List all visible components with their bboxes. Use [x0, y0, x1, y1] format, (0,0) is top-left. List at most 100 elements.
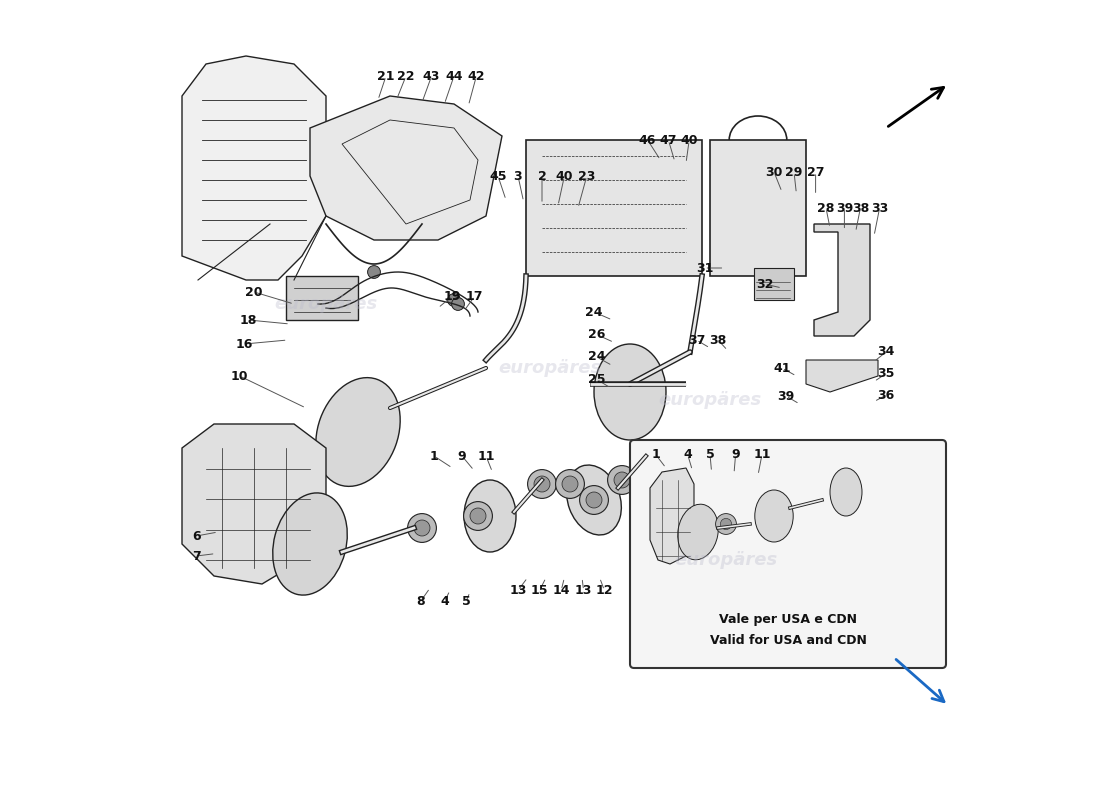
Circle shape [528, 470, 557, 498]
Text: 1: 1 [651, 448, 660, 461]
Circle shape [720, 518, 732, 530]
Text: 3: 3 [514, 170, 522, 182]
Polygon shape [310, 96, 502, 240]
Text: europäres: europäres [274, 295, 377, 313]
Text: 35: 35 [878, 367, 894, 380]
Circle shape [367, 266, 381, 278]
Circle shape [534, 476, 550, 492]
Text: 7: 7 [192, 550, 201, 562]
Text: 40: 40 [681, 134, 698, 146]
Text: 22: 22 [397, 70, 415, 82]
Text: 24: 24 [585, 306, 603, 318]
Circle shape [716, 514, 736, 534]
Text: europäres: europäres [498, 359, 602, 377]
Text: 37: 37 [688, 334, 705, 346]
Polygon shape [650, 468, 694, 564]
Text: 9: 9 [458, 450, 466, 462]
Text: 40: 40 [556, 170, 573, 182]
Ellipse shape [566, 465, 621, 535]
Polygon shape [182, 56, 326, 280]
Circle shape [614, 472, 630, 488]
Text: 47: 47 [660, 134, 678, 146]
Circle shape [414, 520, 430, 536]
Text: 29: 29 [785, 166, 803, 178]
Text: 4: 4 [683, 448, 692, 461]
Text: 18: 18 [240, 314, 257, 326]
Text: 6: 6 [192, 530, 200, 542]
Text: 25: 25 [587, 373, 605, 386]
Text: 13: 13 [509, 584, 527, 597]
Text: 46: 46 [639, 134, 657, 146]
Text: 5: 5 [462, 595, 471, 608]
Text: 5: 5 [705, 448, 714, 461]
Polygon shape [806, 360, 878, 392]
Text: 23: 23 [579, 170, 595, 182]
Text: 13: 13 [575, 584, 592, 597]
Circle shape [408, 514, 437, 542]
Circle shape [638, 448, 654, 464]
Circle shape [586, 492, 602, 508]
Text: 38: 38 [710, 334, 727, 346]
Text: 14: 14 [552, 584, 570, 597]
Polygon shape [814, 224, 870, 336]
Text: 21: 21 [377, 70, 395, 82]
Text: 19: 19 [443, 290, 461, 302]
Text: 30: 30 [766, 166, 783, 178]
Polygon shape [182, 424, 326, 584]
Ellipse shape [464, 480, 516, 552]
Circle shape [607, 466, 637, 494]
Text: Vale per USA e CDN: Vale per USA e CDN [719, 614, 857, 626]
Text: 8: 8 [416, 595, 425, 608]
Circle shape [463, 502, 493, 530]
Text: 41: 41 [773, 362, 791, 374]
Text: 33: 33 [871, 202, 888, 214]
Bar [754, 268, 794, 300]
Text: 31: 31 [695, 262, 713, 274]
Ellipse shape [678, 504, 718, 560]
Text: 15: 15 [531, 584, 548, 597]
Text: 20: 20 [245, 286, 263, 298]
Circle shape [470, 508, 486, 524]
Text: 16: 16 [235, 338, 253, 350]
Ellipse shape [594, 344, 666, 440]
Bar [526, 140, 702, 276]
Text: 34: 34 [878, 346, 894, 358]
Text: Valid for USA and CDN: Valid for USA and CDN [710, 634, 867, 646]
Text: 9: 9 [732, 448, 740, 461]
Text: 43: 43 [422, 70, 440, 82]
Text: 4: 4 [440, 595, 449, 608]
Text: 42: 42 [468, 70, 485, 82]
Text: europäres: europäres [674, 551, 778, 569]
Ellipse shape [830, 468, 862, 516]
Bar [286, 276, 358, 320]
FancyBboxPatch shape [630, 440, 946, 668]
Circle shape [562, 476, 578, 492]
Text: 12: 12 [596, 584, 613, 597]
Text: 44: 44 [446, 70, 463, 82]
Ellipse shape [755, 490, 793, 542]
Circle shape [580, 486, 608, 514]
Text: 11: 11 [477, 450, 495, 462]
Bar [710, 140, 806, 276]
Circle shape [631, 442, 660, 470]
Circle shape [452, 298, 464, 310]
Text: 10: 10 [231, 370, 249, 382]
Text: 26: 26 [587, 328, 605, 341]
Text: 1: 1 [430, 450, 439, 462]
Text: 2: 2 [538, 170, 547, 182]
Ellipse shape [273, 493, 348, 595]
Circle shape [556, 470, 584, 498]
Ellipse shape [316, 378, 400, 486]
Text: 17: 17 [466, 290, 484, 302]
Text: 45: 45 [490, 170, 507, 182]
Text: 38: 38 [851, 202, 869, 214]
Text: 39: 39 [778, 390, 794, 402]
Text: europäres: europäres [659, 391, 761, 409]
Text: 11: 11 [754, 448, 771, 461]
Text: 32: 32 [756, 278, 773, 290]
Text: 36: 36 [878, 389, 894, 402]
Text: 39: 39 [836, 202, 852, 214]
Text: 28: 28 [817, 202, 835, 214]
Circle shape [448, 294, 461, 306]
Text: 24: 24 [587, 350, 605, 363]
